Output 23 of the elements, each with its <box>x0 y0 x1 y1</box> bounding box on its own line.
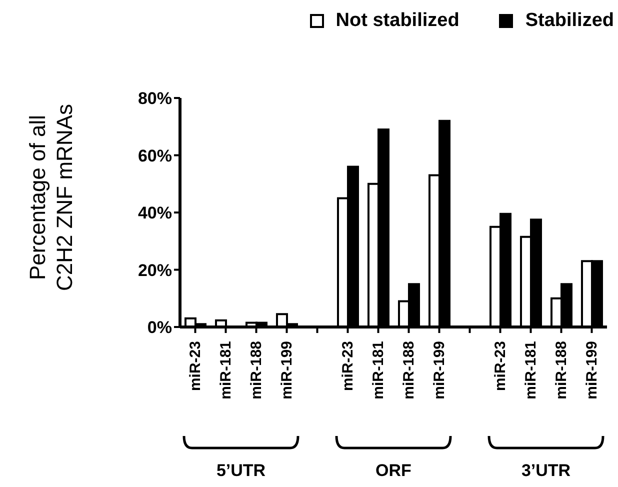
y-tick-label: 0% <box>147 318 172 338</box>
y-tick-label: 40% <box>138 204 172 223</box>
x-tick-label: miR-188 <box>552 341 570 400</box>
x-tick-label: miR-181 <box>217 341 234 400</box>
text: 5’UTR <box>216 461 266 480</box>
x-tick-label: miR-199 <box>278 341 296 400</box>
legend-label: Stabilized <box>525 10 614 32</box>
x-tick-label: miR-181 <box>522 341 540 400</box>
text: ORF <box>376 461 412 480</box>
text: 3’UTR <box>521 461 571 480</box>
x-tick-label: miR-199 <box>430 341 448 400</box>
x-tick-label: miR-188 <box>400 341 418 400</box>
x-tick-label: miR-199 <box>583 341 600 400</box>
legend-label: Not stabilized <box>336 10 460 32</box>
x-tick-label: miR-188 <box>248 341 265 400</box>
y-tick-label: 60% <box>138 146 172 166</box>
y-tick-label: 80% <box>138 89 172 108</box>
x-tick-label: miR-181 <box>370 341 387 400</box>
x-tick-label: miR-23 <box>186 341 204 392</box>
y-axis-title: Percentage of all C2H2 ZNF mRNAs <box>25 104 77 292</box>
x-tick-label: miR-23 <box>492 341 509 392</box>
y-tick-label: 20% <box>138 260 172 280</box>
x-tick-label: miR-23 <box>339 341 356 392</box>
